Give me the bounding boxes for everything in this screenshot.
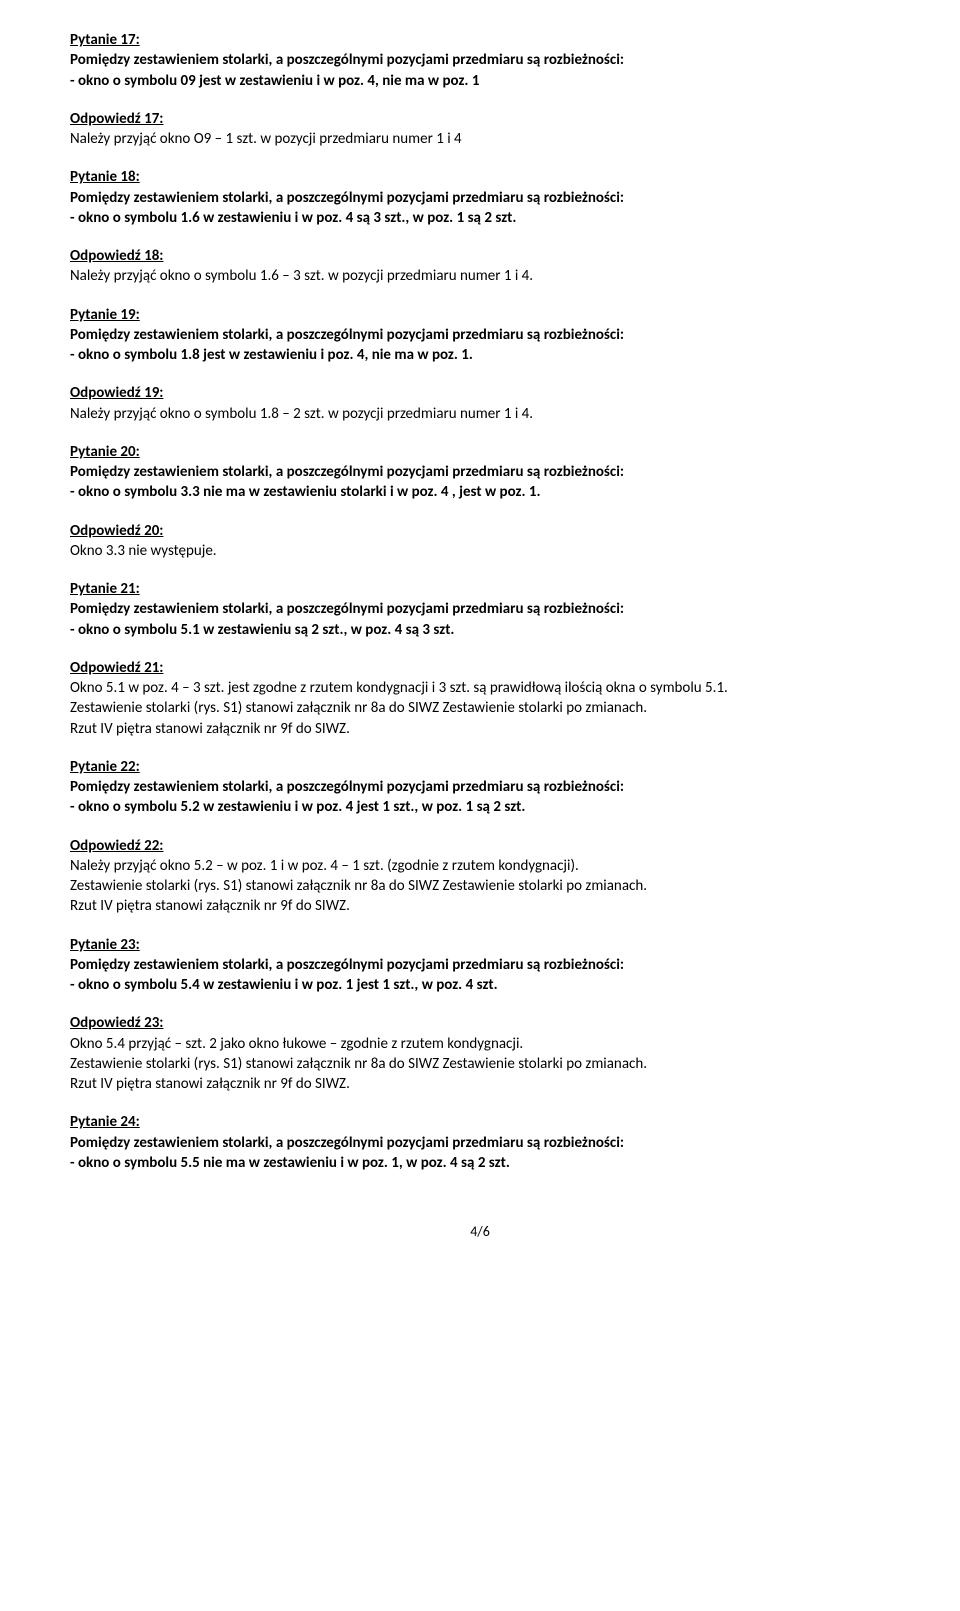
- question-body: Pomiędzy zestawieniem stolarki, a poszcz…: [70, 1133, 890, 1174]
- question-body: Pomiędzy zestawieniem stolarki, a poszcz…: [70, 462, 890, 503]
- answer-body: Należy przyjąć okno o symbolu 1.6 – 3 sz…: [70, 266, 890, 286]
- question-label: Pytanie 18:: [70, 167, 890, 187]
- answer-body: Należy przyjąć okno 5.2 – w poz. 1 i w p…: [70, 856, 890, 917]
- question-body: Pomiędzy zestawieniem stolarki, a poszcz…: [70, 777, 890, 818]
- answer-label: Odpowiedź 21:: [70, 658, 890, 678]
- qa-block: Pytanie 20:Pomiędzy zestawieniem stolark…: [70, 442, 890, 561]
- page-number: 4/6: [70, 1223, 890, 1242]
- answer-label: Odpowiedź 18:: [70, 246, 890, 266]
- question-body: Pomiędzy zestawieniem stolarki, a poszcz…: [70, 325, 890, 366]
- question-label: Pytanie 23:: [70, 935, 890, 955]
- document-body: Pytanie 17:Pomiędzy zestawieniem stolark…: [70, 30, 890, 1173]
- answer-body: Należy przyjąć okno o symbolu 1.8 – 2 sz…: [70, 404, 890, 424]
- question-label: Pytanie 21:: [70, 579, 890, 599]
- answer-label: Odpowiedź 20:: [70, 521, 890, 541]
- answer-label: Odpowiedź 22:: [70, 836, 890, 856]
- qa-block: Pytanie 23:Pomiędzy zestawieniem stolark…: [70, 935, 890, 1095]
- question-label: Pytanie 22:: [70, 757, 890, 777]
- answer-label: Odpowiedź 17:: [70, 109, 890, 129]
- question-label: Pytanie 17:: [70, 30, 890, 50]
- answer-label: Odpowiedź 19:: [70, 383, 890, 403]
- answer-body: Okno 5.4 przyjąć – szt. 2 jako okno łuko…: [70, 1034, 890, 1095]
- answer-label: Odpowiedź 23:: [70, 1013, 890, 1033]
- question-body: Pomiędzy zestawieniem stolarki, a poszcz…: [70, 955, 890, 996]
- answer-body: Okno 5.1 w poz. 4 – 3 szt. jest zgodne z…: [70, 678, 890, 739]
- question-body: Pomiędzy zestawieniem stolarki, a poszcz…: [70, 599, 890, 640]
- question-label: Pytanie 24:: [70, 1112, 890, 1132]
- answer-body: Należy przyjąć okno O9 – 1 szt. w pozycj…: [70, 129, 890, 149]
- qa-block: Pytanie 19:Pomiędzy zestawieniem stolark…: [70, 305, 890, 424]
- answer-body: Okno 3.3 nie występuje.: [70, 541, 890, 561]
- qa-block: Pytanie 17:Pomiędzy zestawieniem stolark…: [70, 30, 890, 149]
- qa-block: Pytanie 22:Pomiędzy zestawieniem stolark…: [70, 757, 890, 917]
- qa-block: Pytanie 24:Pomiędzy zestawieniem stolark…: [70, 1112, 890, 1173]
- question-body: Pomiędzy zestawieniem stolarki, a poszcz…: [70, 50, 890, 91]
- question-label: Pytanie 19:: [70, 305, 890, 325]
- question-body: Pomiędzy zestawieniem stolarki, a poszcz…: [70, 188, 890, 229]
- question-label: Pytanie 20:: [70, 442, 890, 462]
- qa-block: Pytanie 21:Pomiędzy zestawieniem stolark…: [70, 579, 890, 739]
- qa-block: Pytanie 18:Pomiędzy zestawieniem stolark…: [70, 167, 890, 286]
